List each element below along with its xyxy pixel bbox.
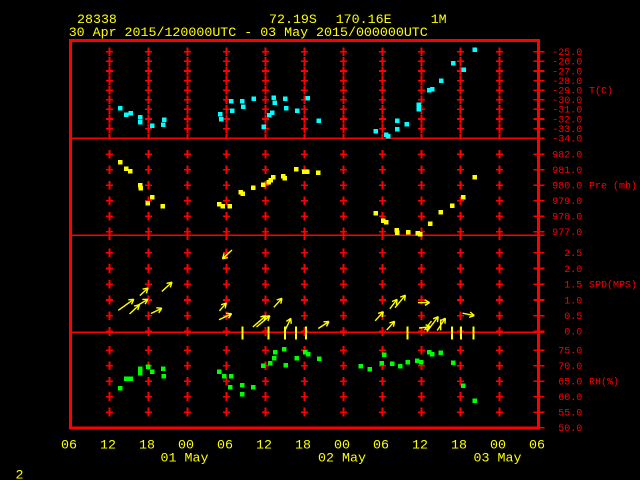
svg-text:Pre (mb): Pre (mb) xyxy=(589,181,637,193)
svg-text:-27.0: -27.0 xyxy=(552,67,582,78)
svg-text:12: 12 xyxy=(256,437,272,452)
svg-text:18: 18 xyxy=(295,437,311,452)
svg-text:18: 18 xyxy=(451,437,467,452)
svg-text:979.0: 979.0 xyxy=(552,197,582,208)
svg-text:-33.0: -33.0 xyxy=(552,125,582,136)
svg-text:-25.0: -25.0 xyxy=(552,48,582,59)
svg-text:30 Apr 2015/120000UTC - 03 May: 30 Apr 2015/120000UTC - 03 May 2015/0000… xyxy=(69,25,428,40)
svg-text:-29.0: -29.0 xyxy=(552,87,582,98)
svg-text:28338: 28338 xyxy=(77,12,117,27)
svg-text:-26.0: -26.0 xyxy=(552,58,582,69)
svg-text:00: 00 xyxy=(334,437,350,452)
svg-text:2: 2 xyxy=(16,467,24,480)
svg-text:12: 12 xyxy=(100,437,116,452)
svg-text:-31.0: -31.0 xyxy=(552,106,582,117)
svg-text:06: 06 xyxy=(529,437,545,452)
svg-text:12: 12 xyxy=(412,437,428,452)
svg-text:0.0: 0.0 xyxy=(564,328,582,339)
svg-text:SPD(MPS): SPD(MPS) xyxy=(589,280,637,292)
svg-text:977.0: 977.0 xyxy=(552,228,582,239)
svg-text:1.5: 1.5 xyxy=(564,281,582,292)
svg-text:00: 00 xyxy=(490,437,506,452)
svg-text:55.0: 55.0 xyxy=(558,408,582,419)
svg-text:18: 18 xyxy=(139,437,155,452)
svg-text:06: 06 xyxy=(61,437,77,452)
svg-text:978.0: 978.0 xyxy=(552,213,582,224)
svg-text:65.0: 65.0 xyxy=(558,378,582,389)
svg-text:70.0: 70.0 xyxy=(558,362,582,373)
svg-text:01 May: 01 May xyxy=(161,451,209,466)
svg-text:170.16E: 170.16E xyxy=(336,12,392,27)
svg-text:-34.0: -34.0 xyxy=(552,135,582,146)
svg-text:75.0: 75.0 xyxy=(558,347,582,358)
svg-text:982.0: 982.0 xyxy=(552,151,582,162)
svg-text:60.0: 60.0 xyxy=(558,393,582,404)
svg-text:72.19S: 72.19S xyxy=(269,12,317,27)
svg-text:2.5: 2.5 xyxy=(564,249,582,260)
svg-text:1M: 1M xyxy=(431,12,447,27)
svg-text:-28.0: -28.0 xyxy=(552,77,582,88)
svg-text:1.0: 1.0 xyxy=(564,296,582,307)
svg-text:00: 00 xyxy=(178,437,194,452)
svg-text:T(C): T(C) xyxy=(589,86,613,98)
svg-text:06: 06 xyxy=(373,437,389,452)
svg-text:03 May: 03 May xyxy=(474,451,522,466)
svg-text:-30.0: -30.0 xyxy=(552,96,582,107)
svg-text:06: 06 xyxy=(217,437,233,452)
svg-text:RH(%): RH(%) xyxy=(589,377,619,389)
svg-text:50.0: 50.0 xyxy=(558,424,582,435)
svg-text:02 May: 02 May xyxy=(318,451,366,466)
svg-text:980.0: 980.0 xyxy=(552,182,582,193)
svg-text:0.5: 0.5 xyxy=(564,312,582,323)
svg-text:-32.0: -32.0 xyxy=(552,115,582,126)
svg-text:2.0: 2.0 xyxy=(564,265,582,276)
svg-text:981.0: 981.0 xyxy=(552,166,582,177)
